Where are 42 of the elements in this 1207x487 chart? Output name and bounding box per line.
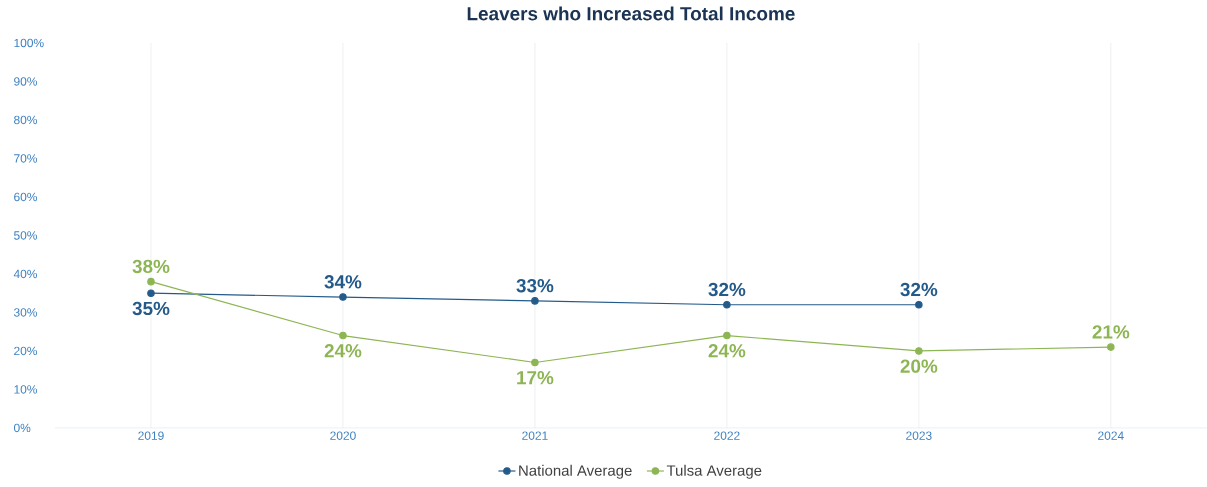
data-label: 34% bbox=[324, 275, 362, 289]
y-tick-label: 0% bbox=[13, 423, 31, 433]
y-tick-label: 100% bbox=[14, 38, 44, 48]
y-tick-label: 70% bbox=[14, 154, 38, 163]
y-tick-label: 60% bbox=[14, 192, 38, 202]
y-tick-label: 10% bbox=[14, 385, 38, 394]
chart-title: Leavers who Increased Total Income bbox=[467, 6, 795, 21]
y-tick-label: 30% bbox=[13, 308, 38, 317]
legend-label: National Average bbox=[519, 464, 632, 479]
data-label: 17% bbox=[517, 371, 554, 385]
data-label: 35% bbox=[132, 301, 170, 316]
data-label: 33% bbox=[516, 278, 554, 293]
data-label: 32% bbox=[900, 282, 938, 297]
legend-label: Tulsa Average bbox=[666, 464, 762, 479]
x-tick-label: 2021 bbox=[522, 431, 548, 440]
point bbox=[723, 300, 731, 309]
data-label: 24% bbox=[708, 344, 746, 358]
y-tick-label: 80% bbox=[14, 115, 38, 125]
point bbox=[915, 300, 923, 309]
data-label: 32% bbox=[708, 282, 746, 297]
point bbox=[531, 358, 539, 367]
x-tick-label: 2023 bbox=[906, 431, 932, 440]
y-tick-label: 20% bbox=[14, 346, 38, 356]
point bbox=[723, 331, 731, 340]
x-tick-label: 2024 bbox=[1098, 431, 1124, 440]
x-tick-label: 2022 bbox=[714, 431, 740, 440]
point bbox=[147, 289, 155, 298]
point bbox=[147, 277, 155, 286]
point bbox=[339, 293, 347, 301]
point bbox=[339, 331, 347, 340]
data-label: 38% bbox=[132, 259, 170, 274]
x-tick-label: 2019 bbox=[138, 431, 164, 440]
point bbox=[915, 347, 923, 355]
y-tick-label: 40% bbox=[13, 269, 38, 279]
y-tick-label: 50% bbox=[14, 231, 38, 240]
point bbox=[1107, 343, 1115, 351]
data-label: 21% bbox=[1092, 325, 1130, 339]
x-tick-label: 2020 bbox=[330, 431, 356, 440]
y-tick-label: 90% bbox=[14, 77, 38, 86]
point bbox=[531, 297, 539, 305]
data-label: 20% bbox=[900, 359, 938, 373]
data-label: 24% bbox=[324, 344, 362, 358]
